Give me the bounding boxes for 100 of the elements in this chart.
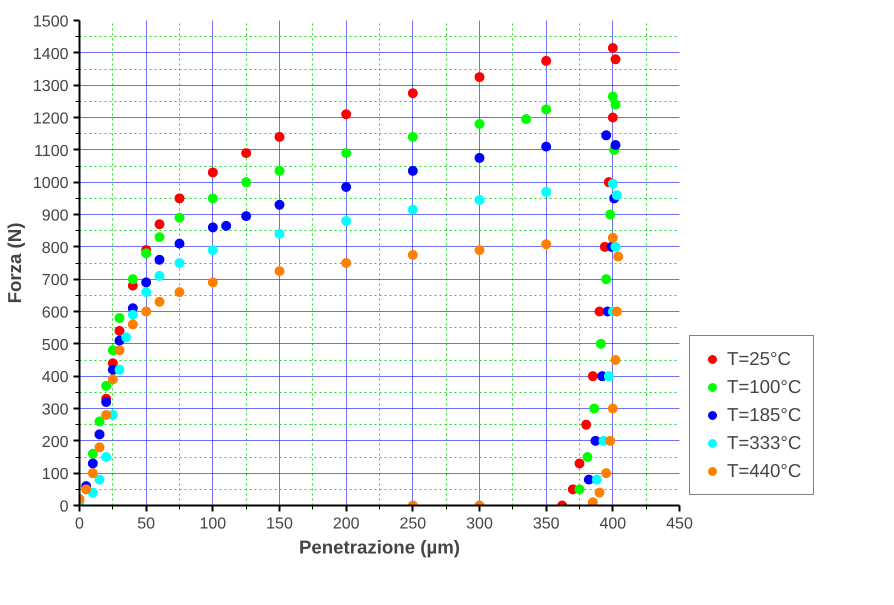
point [608,112,618,122]
point [612,190,622,200]
point [474,152,484,163]
x-tick-label: 0 [75,516,84,532]
x-tick-label: 300 [466,516,493,532]
point [541,56,552,66]
y-tick-label: 700 [42,272,69,290]
point [141,306,152,316]
y-tick-label: 1300 [32,78,69,96]
legend-label: T=333°C [727,432,802,454]
point [610,54,620,64]
point [592,474,602,485]
x-tick-label: 250 [399,516,426,532]
point [604,371,614,382]
point [541,186,552,197]
point [154,296,164,307]
point [541,104,552,114]
point [408,204,418,215]
point [594,488,604,498]
point [341,148,352,158]
x-tick-label: 350 [532,516,560,532]
point [108,374,118,384]
point [101,397,112,408]
point [274,132,284,142]
point [274,200,284,210]
y-tick-label: 200 [42,434,69,451]
point [610,140,620,150]
y-tick-label: 400 [42,369,69,386]
x-tick-label: 400 [599,516,626,532]
point [154,254,164,265]
point [88,468,98,478]
point [274,266,284,276]
y-tick-label: 1200 [32,110,69,128]
point [589,404,600,414]
point [601,130,612,140]
point [174,287,184,298]
point [541,239,552,250]
point [408,88,418,98]
point [608,42,618,53]
y-tick-label: 900 [42,208,69,224]
point [596,338,606,349]
y-tick-label: 1400 [32,46,69,63]
point [121,332,132,342]
y-tick-label: 800 [42,240,69,257]
point [605,210,616,220]
point [608,232,618,243]
point [610,355,620,365]
point [474,118,484,129]
x-tick-label: 100 [199,516,226,532]
point [174,193,184,204]
point [601,468,612,478]
point [608,404,618,414]
y-tick-label: 1100 [34,142,69,160]
point [341,109,352,120]
y-tick-label: 300 [42,402,69,418]
x-tick-label: 50 [137,516,156,532]
point [408,132,418,142]
point [101,452,112,462]
point [208,277,218,288]
point [274,228,284,239]
point [81,484,92,494]
legend-label: T=440°C [727,460,802,482]
point [114,326,124,336]
point [94,416,104,426]
legend-label: T=100°C [727,376,802,398]
point [94,442,104,452]
y-tick-label: 600 [42,304,69,322]
point [541,142,552,152]
point [582,452,592,462]
point [101,410,112,420]
point [174,258,184,268]
point [612,306,622,316]
point [154,232,164,242]
point [601,274,612,284]
point [408,250,418,260]
point [241,148,252,158]
point [588,497,598,506]
point [574,458,584,468]
point [221,220,232,231]
point [274,166,284,176]
point [608,91,618,102]
legend-label: T=25°C [727,348,791,370]
point [613,252,624,262]
y-tick-label: 1500 [32,14,69,30]
point [605,436,616,446]
point [154,219,164,230]
point [114,312,124,323]
point [88,458,98,468]
point [114,345,124,356]
point [154,270,164,281]
x-tick-label: 150 [266,516,293,532]
point [474,72,484,82]
point [128,274,138,284]
point [101,380,112,391]
x-tick-label: 450 [666,516,693,532]
y-axis-title: Forza (N) [4,222,25,304]
point [208,245,218,256]
point [241,211,252,222]
point [208,222,218,232]
point [208,193,218,204]
